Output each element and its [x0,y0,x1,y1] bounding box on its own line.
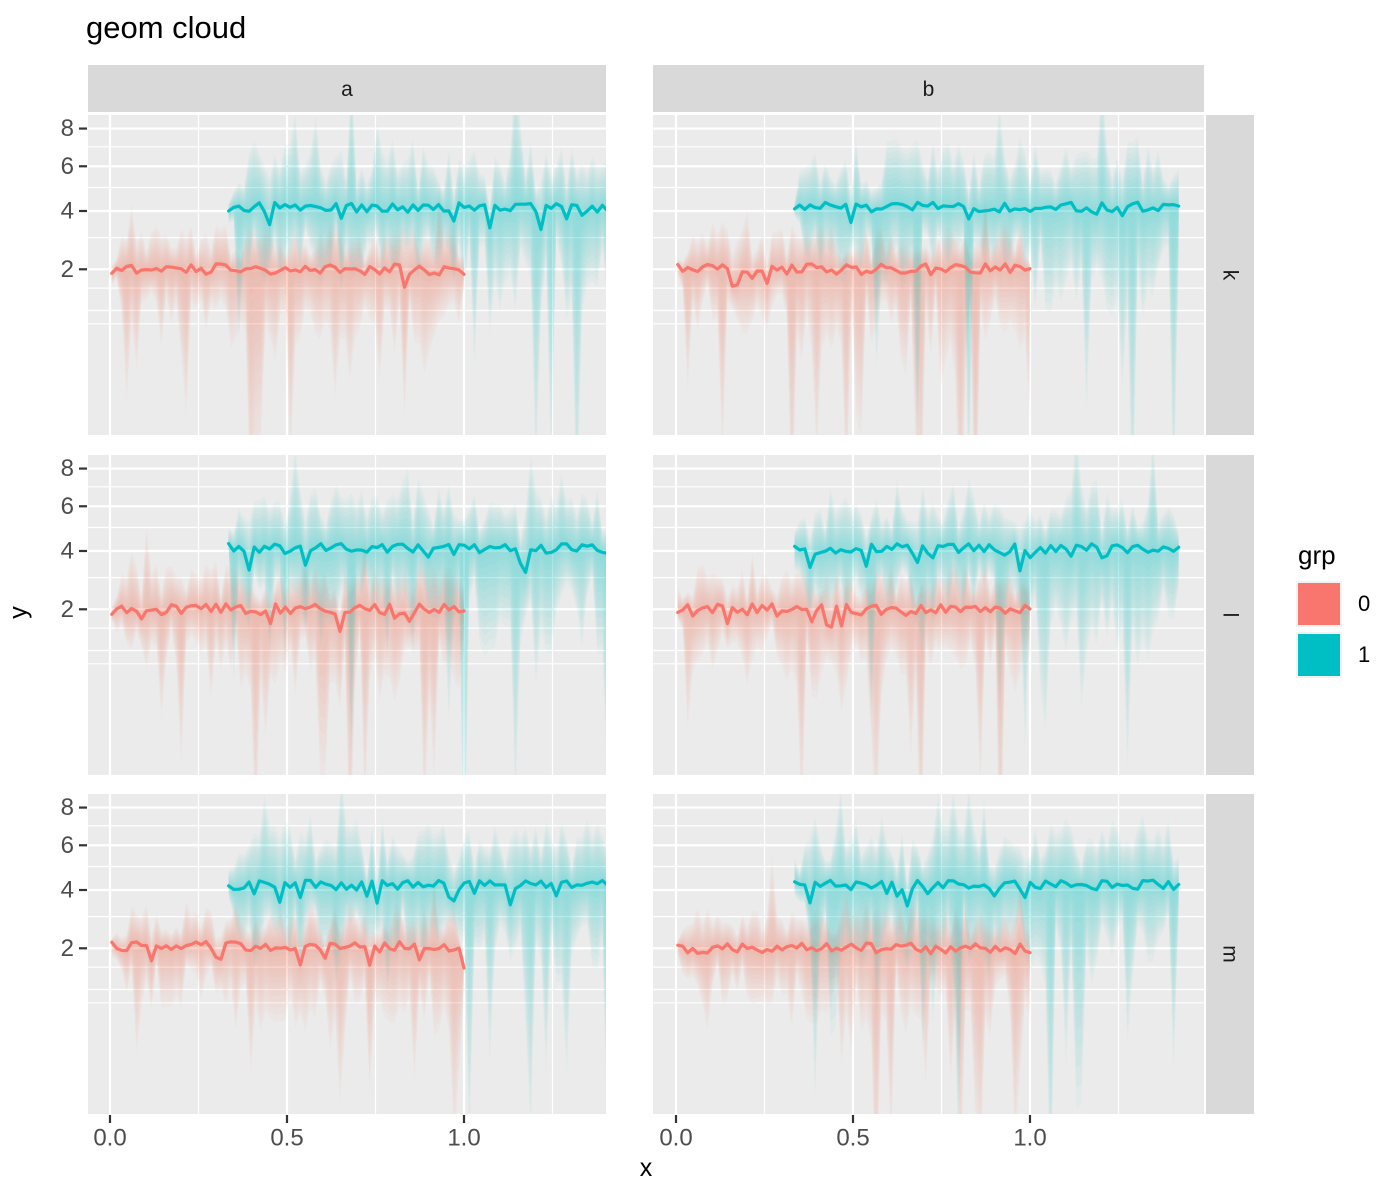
legend-item-grp1: 1 [1296,632,1370,678]
legend-item-label: 1 [1358,642,1371,667]
panel-background [88,115,606,435]
y-tick-label: 6 [61,153,74,180]
panel-b-k [653,115,1204,435]
mean-line-grp0 [110,940,466,970]
legend-swatch-icon [1298,634,1340,676]
y-tick-label: 6 [61,832,74,859]
panel-data [676,878,1181,956]
facet-strip-label: b [923,78,935,101]
legend-item-label: 0 [1358,591,1371,616]
x-tick-label: 1.0 [447,1125,480,1152]
x-tick-label: 0.0 [659,1125,692,1152]
panel-background [88,455,606,775]
mean-line-grp1 [227,542,606,574]
mean-line-grp0 [110,262,466,289]
panel-data [110,878,606,970]
panel-data [676,542,1181,629]
x-tick-label: 0.0 [93,1125,126,1152]
mean-line-grp0 [110,602,466,633]
facet-strip-col-a: a [88,65,606,112]
y-axis-title: y [4,606,33,619]
mean-line-grp0 [676,602,1032,629]
y-tick-label: 4 [61,538,74,565]
mean-line-grp1 [227,878,606,907]
facet-strip-row-m: m [1206,794,1254,1114]
panel-data [110,542,606,633]
y-tick-label: 2 [61,935,74,962]
x-axis: 0.0 0.5 1.0 0.0 0.5 1.0 [93,1115,1047,1152]
mean-line-grp1 [793,542,1181,573]
legend-swatch-icon [1298,583,1340,625]
panel-grid [88,455,606,775]
facet-strip-row-l: l [1206,455,1254,775]
panel-b-m [653,794,1204,1114]
legend-item-grp0: 0 [1296,581,1370,627]
panel-b-l [653,455,1204,775]
panel-a-m [88,794,606,1114]
legend-title: grp [1298,540,1336,570]
panel-data [676,200,1181,288]
y-tick-label: 8 [61,794,74,821]
mean-line-grp1 [793,200,1181,225]
y-tick-label: 8 [61,115,74,142]
mean-line-grp1 [227,200,606,232]
panel-grid [653,115,1204,435]
x-tick-label: 0.5 [836,1125,869,1152]
x-axis-title: x [639,1154,653,1182]
y-tick-label: 2 [61,596,74,623]
panel-a-k [88,115,606,435]
facet-strip-label: m [1219,945,1242,963]
legend-key [1296,632,1342,678]
facet-strip-label: a [341,78,353,101]
facet-strip-label: l [1219,613,1242,618]
panel-background [653,115,1204,435]
facet-strip-col-b: b [653,65,1204,112]
y-tick-label: 4 [61,198,74,225]
mean-line-grp1 [793,878,1181,908]
panel-background [653,794,1204,1114]
panel-data [110,200,606,289]
y-tick-label: 4 [61,877,74,904]
y-tick-label: 8 [61,455,74,482]
panel-background [653,455,1204,775]
facet-strip-label: k [1219,270,1242,281]
y-tick-label: 6 [61,493,74,520]
panel-grid [653,455,1204,775]
x-tick-label: 0.5 [270,1125,303,1152]
panel-background [88,794,606,1114]
mean-line-grp0 [676,941,1032,956]
mean-line-grp0 [676,262,1032,288]
x-tick-label: 1.0 [1013,1125,1046,1152]
facet-strip-row-k: k [1206,115,1254,435]
panel-a-l [88,455,606,775]
y-tick-label: 2 [61,256,74,283]
y-axis: 8 6 4 2 8 6 4 2 8 6 4 2 [61,115,87,962]
plot-title: geom cloud [86,10,247,45]
legend-key [1296,581,1342,627]
